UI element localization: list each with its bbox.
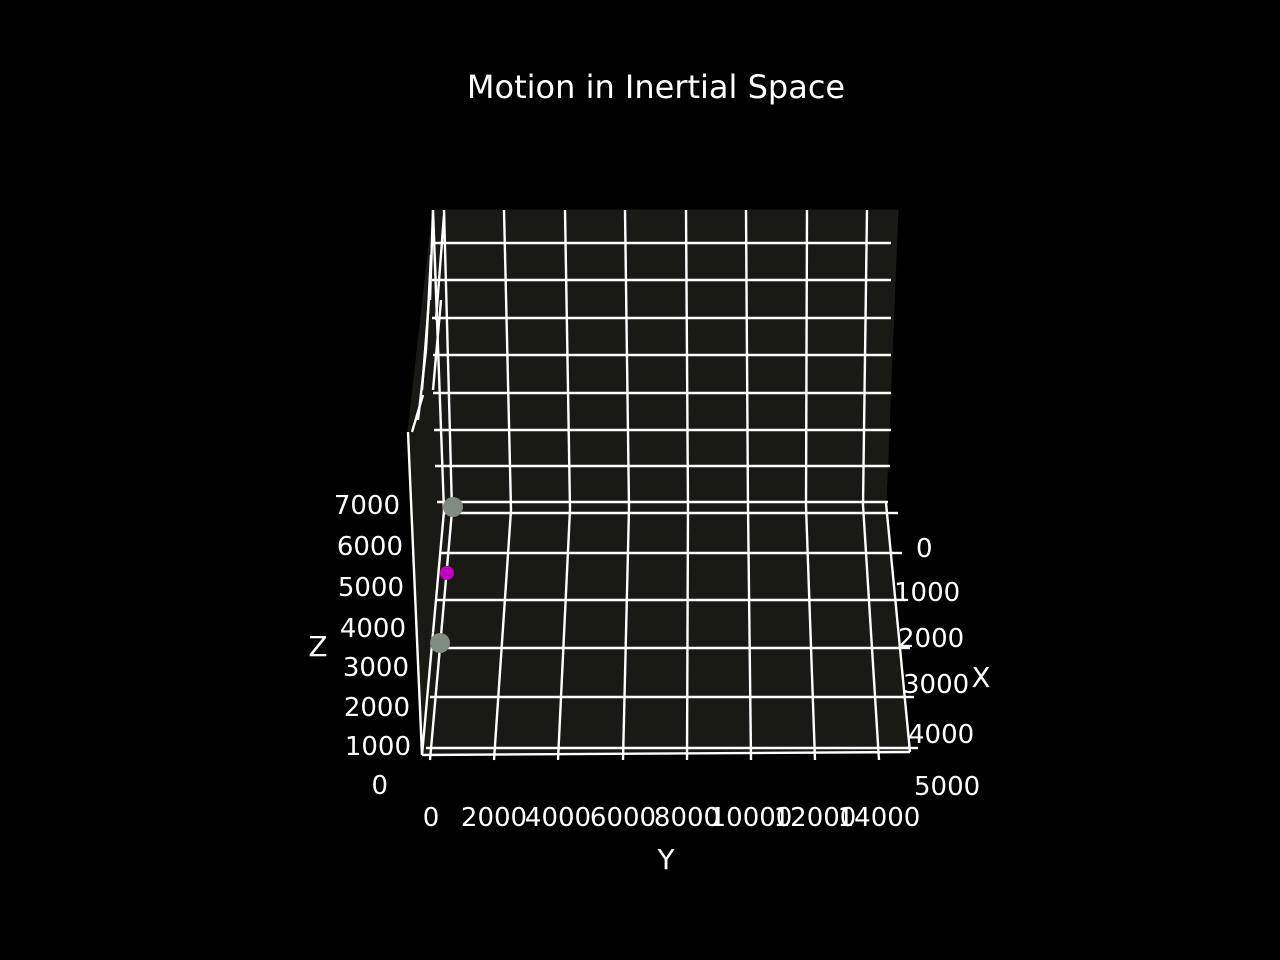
floor-y-gridline <box>685 507 690 761</box>
z-tick-label: 7000 <box>334 491 400 521</box>
floor-right-edge <box>884 502 912 753</box>
data-point <box>430 633 450 653</box>
y-tick-label: 14000 <box>838 803 921 833</box>
back-y-gridline <box>623 209 631 509</box>
data-point <box>440 566 454 580</box>
y-tick-label: 0 <box>423 803 440 833</box>
z-axis-label: Z <box>308 630 327 663</box>
y-axis-label: Y <box>656 843 675 876</box>
z-tick-label: 1000 <box>345 732 411 762</box>
x-axis-label: X <box>971 661 990 694</box>
left-wall-edge <box>431 209 446 512</box>
data-points <box>430 497 463 653</box>
back-y-gridline <box>861 209 869 506</box>
back-y-gridline <box>804 209 809 507</box>
back-y-gridline <box>684 209 690 509</box>
z-tick-label: 0 <box>371 771 388 801</box>
left-wall-edge <box>406 431 424 756</box>
y-tick-label: 10000 <box>710 803 793 833</box>
y-tick-label: 2000 <box>461 803 527 833</box>
z-tick-label: 3000 <box>343 653 409 683</box>
floor-y-gridline <box>861 504 881 761</box>
data-point <box>443 497 463 517</box>
y-tick-label: 6000 <box>590 803 656 833</box>
x-tick-label: 2000 <box>898 624 964 654</box>
axis-labels: X Y Z <box>308 630 990 876</box>
left-x-gridline <box>410 394 425 433</box>
back-y-gridline <box>563 209 572 510</box>
floor-y-gridline <box>492 509 513 761</box>
x-tick-label: 3000 <box>903 670 969 700</box>
floor-front-edge <box>421 750 911 757</box>
y-tick-label: 4000 <box>525 803 591 833</box>
floor-y-gridline <box>746 506 753 761</box>
z-tick-label: 6000 <box>337 532 403 562</box>
back-y-gridline <box>744 209 750 508</box>
chart-title: Motion in Inertial Space <box>467 68 845 106</box>
z-tick-label: 5000 <box>338 573 404 603</box>
z-tick-label: 2000 <box>344 693 410 723</box>
back-y-gridline <box>442 209 454 512</box>
grid-lines <box>406 209 918 761</box>
x-tick-label: 5000 <box>914 772 980 802</box>
x-tick-label: 4000 <box>908 720 974 750</box>
y-tick-label: 12000 <box>774 803 857 833</box>
floor-y-gridline <box>556 508 572 761</box>
x-tick-label: 0 <box>916 534 933 564</box>
x-tick-label: 1000 <box>894 578 960 608</box>
back-y-gridline <box>502 209 513 511</box>
z-tick-label: 4000 <box>340 614 406 644</box>
floor-y-gridline <box>621 507 631 761</box>
y-tick-label: 8000 <box>654 803 720 833</box>
floor-pane <box>421 502 911 756</box>
floor-y-gridline <box>804 505 817 761</box>
left-wall-edge <box>420 510 446 756</box>
